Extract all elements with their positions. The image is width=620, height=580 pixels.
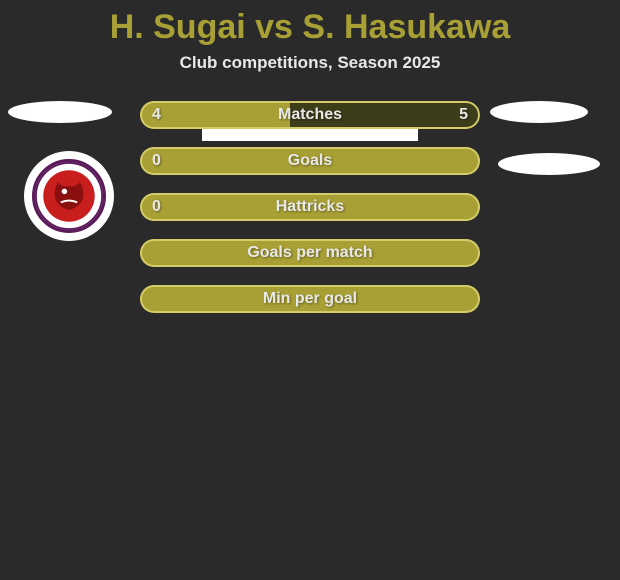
club-logo-icon (32, 159, 106, 233)
subtitle: Club competitions, Season 2025 (0, 53, 620, 73)
stat-bar-row: Goals per match (140, 239, 480, 267)
stat-label: Goals (140, 147, 480, 175)
right-player-badge-ellipse-1 (490, 101, 588, 123)
stat-bar-row: 0 Hattricks (140, 193, 480, 221)
left-player-badge-ellipse (8, 101, 112, 123)
stat-label: Matches (140, 101, 480, 129)
kyoto-sanga-icon (35, 159, 103, 233)
right-player-badge-ellipse-2 (498, 153, 600, 175)
stat-bar-row: Min per goal (140, 285, 480, 313)
stat-value-right: 5 (459, 101, 468, 129)
stat-bar-row: 0 Goals (140, 147, 480, 175)
stat-label: Goals per match (140, 239, 480, 267)
stat-bar-row: 4 Matches 5 (140, 101, 480, 129)
page-title: H. Sugai vs S. Hasukawa (0, 0, 620, 47)
left-club-badge (24, 151, 114, 241)
stat-label: Min per goal (140, 285, 480, 313)
stat-label: Hattricks (140, 193, 480, 221)
stat-bars: 4 Matches 5 0 Goals 0 Hattricks Goals pe… (140, 101, 480, 331)
